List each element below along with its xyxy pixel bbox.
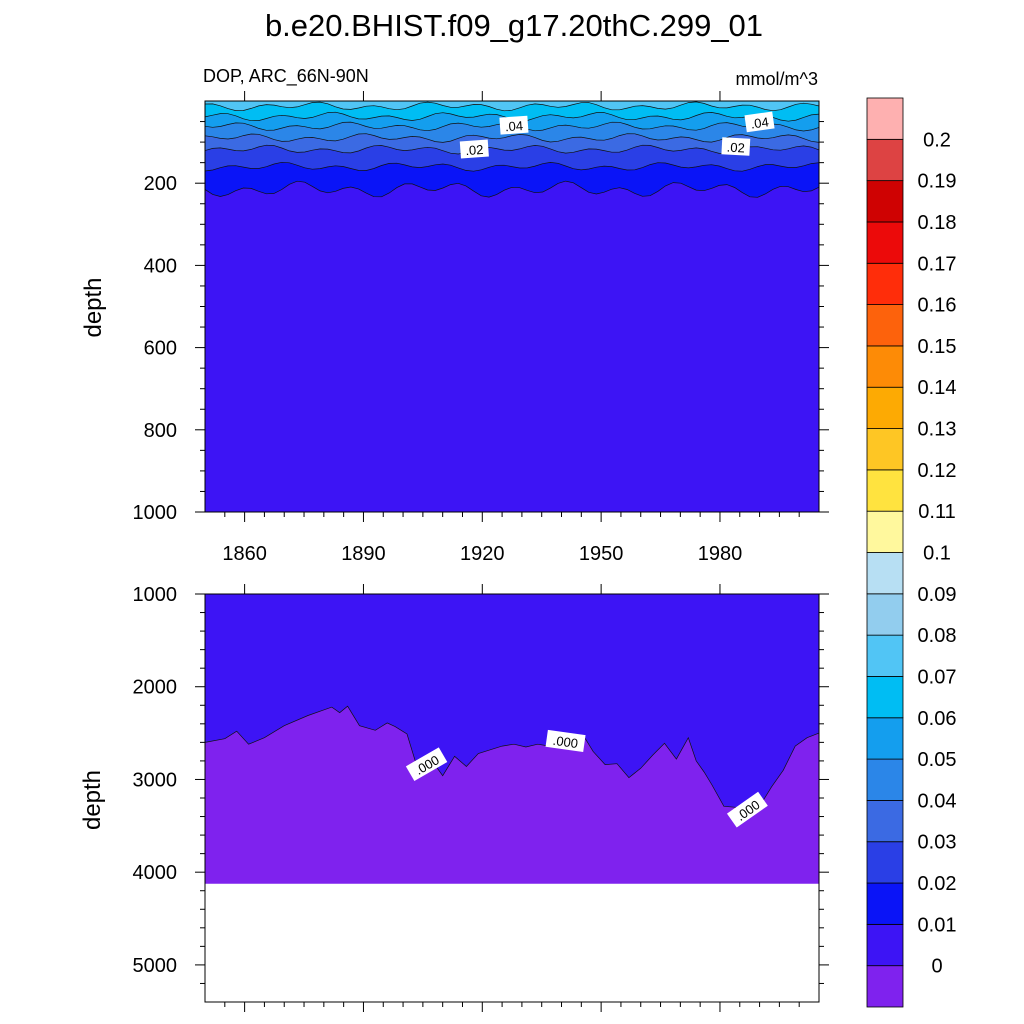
contour-label-text: .000 <box>552 733 579 751</box>
upper-y-tick-label: 400 <box>144 255 177 277</box>
upper-y-axis-label: depth <box>80 277 107 337</box>
colorbar-label: 0.06 <box>918 708 957 730</box>
colorbar-label: 0.02 <box>918 873 957 895</box>
colorbar-label: 0.16 <box>918 295 957 317</box>
colorbar-box <box>866 221 904 264</box>
x-tick-label: 1980 <box>698 543 743 565</box>
lower-y-axis-label: depth <box>79 770 106 830</box>
contour-label-box <box>726 791 768 828</box>
colorbar-box <box>866 923 904 967</box>
contour-label: .02 <box>721 137 751 156</box>
colorbar-box <box>866 593 904 636</box>
colorbar-label: 0.12 <box>918 460 957 482</box>
colorbar-label: 0.07 <box>918 666 957 688</box>
colorbar-box <box>866 469 904 512</box>
colorbar-label: 0.03 <box>918 832 957 854</box>
colorbar-box <box>866 676 904 719</box>
colorbar-label: 0.09 <box>918 584 957 606</box>
colorbar-label: 0.04 <box>918 790 957 812</box>
colorbar-box <box>866 882 904 925</box>
contour-label-text: .04 <box>504 118 523 134</box>
contour-label-box <box>499 115 529 135</box>
colorbar-box <box>866 97 904 140</box>
colorbar-label: 0 <box>931 956 942 978</box>
lower-zero-contour-line <box>204 705 820 819</box>
upper-contour-line <box>204 144 820 155</box>
colorbar-box <box>866 345 904 388</box>
colorbar-label: 0.13 <box>918 419 957 441</box>
colorbar-label: 0.2 <box>923 129 951 151</box>
colorbar-box <box>866 800 904 843</box>
colorbar-label: 0.15 <box>918 336 957 358</box>
lower-y-tick-label: 5000 <box>133 955 178 977</box>
colorbar-box <box>866 304 904 347</box>
colorbar-box <box>866 262 904 305</box>
lower-y-tick-label: 1000 <box>133 584 178 606</box>
colorbar-label: 0.01 <box>918 914 957 936</box>
contour-label: .04 <box>499 115 529 135</box>
colorbar-label: 0.18 <box>918 212 957 234</box>
x-tick-label: 1950 <box>579 543 624 565</box>
colorbar-box <box>866 552 904 595</box>
contour-label-box <box>405 747 448 782</box>
contour-label-box <box>459 139 489 159</box>
upper-contour-line <box>204 161 820 172</box>
colorbar-label: 0.14 <box>918 377 957 399</box>
upper-contour-line <box>204 133 820 143</box>
upper-y-tick-label: 600 <box>144 338 177 360</box>
colorbar-label: 0.17 <box>918 253 957 275</box>
colorbar: 0 0.01 0.02 0.03 0.04 0.05 0.06 0.07 0.08 0.09 0.1… <box>866 97 957 1008</box>
colorbar-label: 0.19 <box>918 171 957 193</box>
upper-fill-level-0.06 <box>205 101 819 111</box>
contour-label-box <box>721 137 751 156</box>
variable-label: DOP, ARC_66N-90N <box>203 66 369 87</box>
contour-label: .02 <box>459 139 489 159</box>
colorbar-box <box>866 138 904 182</box>
colorbar-box <box>866 717 904 760</box>
colorbar-label: 0.08 <box>918 625 957 647</box>
upper-y-tick-label: 200 <box>144 173 177 195</box>
lower-y-tick-label: 3000 <box>133 769 178 791</box>
colorbar-label: 0.1 <box>923 543 951 565</box>
colorbar-box <box>866 758 904 801</box>
colorbar-box <box>866 634 904 677</box>
colorbar-box <box>866 510 904 553</box>
upper-y-tick-label: 800 <box>144 420 177 442</box>
colorbar-box <box>866 180 904 223</box>
lower-y-tick-label: 4000 <box>133 862 178 884</box>
units-label: mmol/m^3 <box>736 69 818 89</box>
plot-title: b.e20.BHIST.f09_g17.20thC.299_01 <box>265 8 763 43</box>
upper-contour-panel: 1860 1890 1920 1950 1980 200 400 600 800 1000 dept… <box>80 91 829 565</box>
contour-label-box <box>545 729 586 753</box>
colorbar-box <box>866 965 904 1008</box>
x-tick-label: 1860 <box>222 543 267 565</box>
upper-contour-line <box>204 101 820 112</box>
contour-label: .000 <box>545 729 586 753</box>
upper-y-tick-label: 1000 <box>133 502 178 524</box>
x-tick-label: 1890 <box>341 543 386 565</box>
upper-contour-line <box>204 180 820 198</box>
contour-label-text: .04 <box>750 114 770 131</box>
colorbar-box <box>866 841 904 884</box>
contour-label-box <box>744 111 775 133</box>
contour-label-text: .02 <box>726 140 745 156</box>
x-tick-label: 1920 <box>460 543 505 565</box>
colorbar-box <box>866 386 904 429</box>
lower-y-tick-label: 2000 <box>133 677 178 699</box>
colorbar-label: 0.05 <box>918 749 957 771</box>
lower-fill-level-0 <box>205 706 819 884</box>
colorbar-box <box>866 428 904 471</box>
contour-label-text: .02 <box>465 142 484 158</box>
colorbar-label: 0.11 <box>918 501 955 523</box>
contour-label: .04 <box>744 111 775 133</box>
